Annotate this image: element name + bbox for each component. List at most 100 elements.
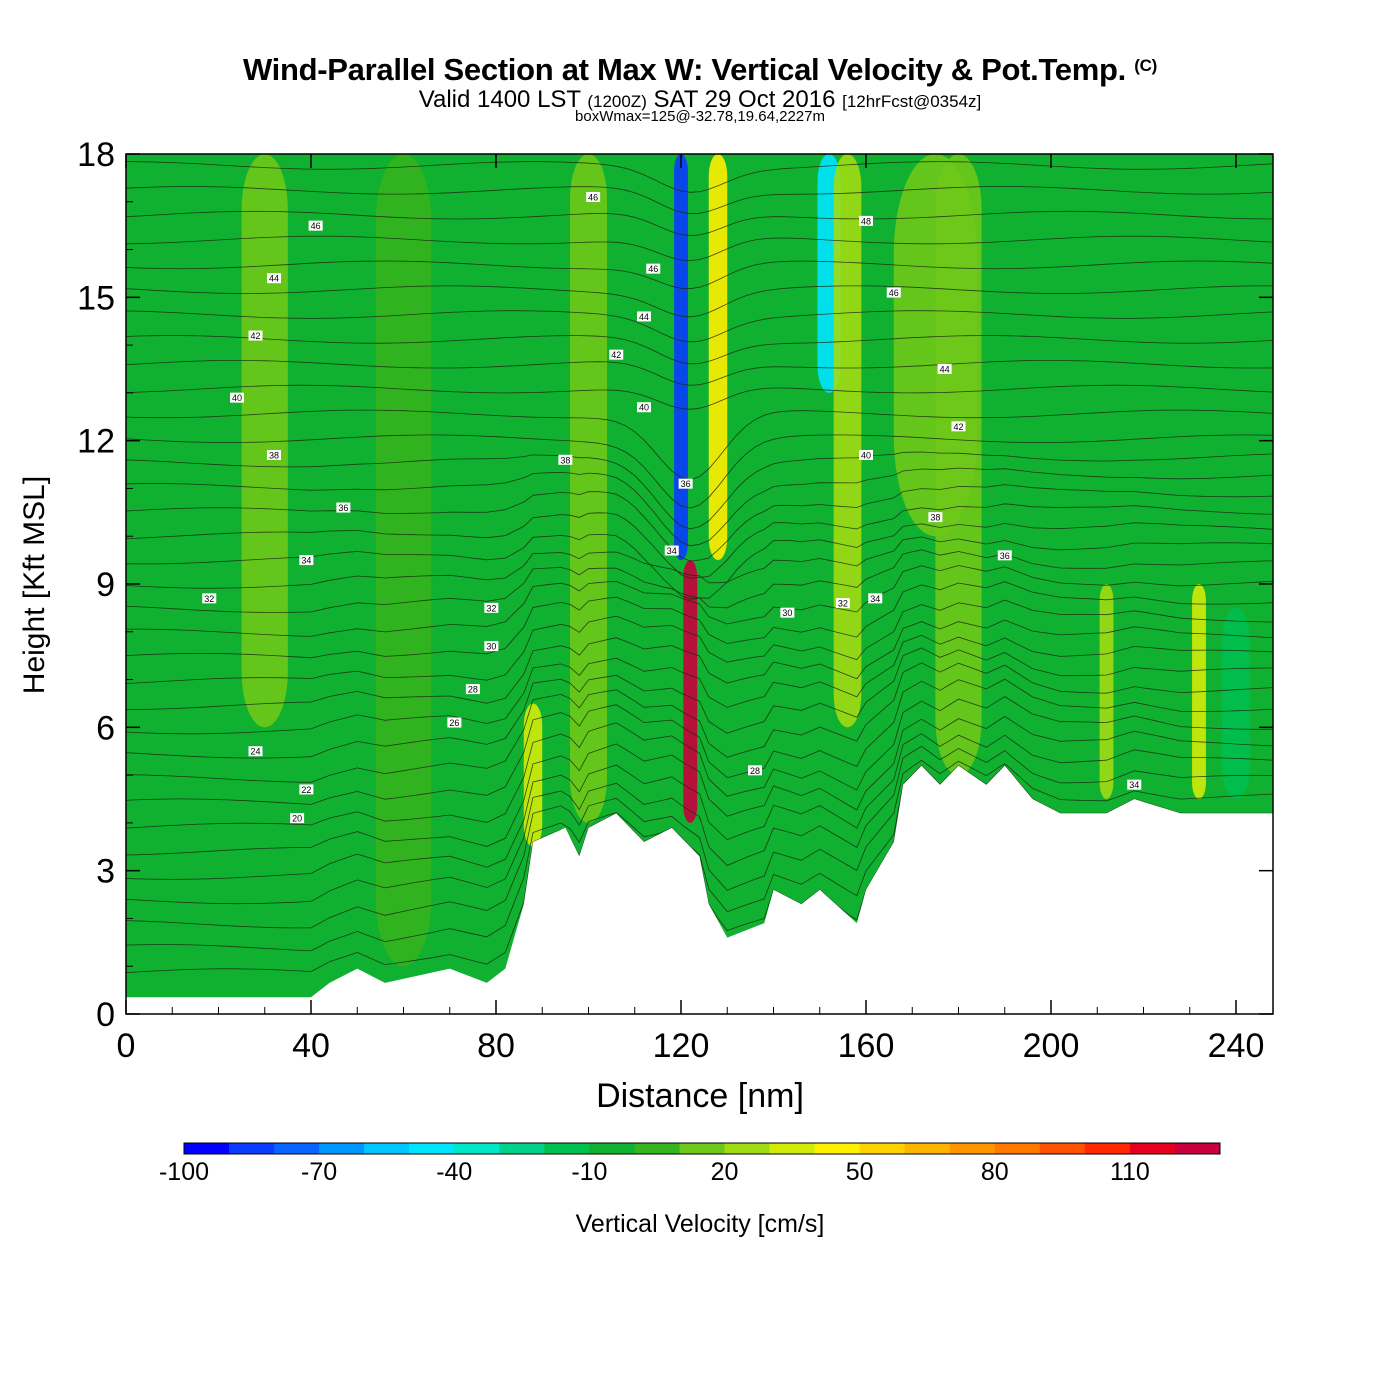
terrain-mask: [126, 765, 1273, 1014]
isentrope-16: [126, 536, 1273, 589]
isentrope-22: [126, 434, 1273, 509]
velocity-feature-13: [893, 154, 977, 537]
y-tick-label-0: 0: [96, 996, 115, 1034]
isentrope-31: [126, 210, 1273, 237]
isentrope-label-14: 20: [292, 814, 302, 824]
colorbar-swatch-9: [589, 1143, 635, 1154]
isentrope-2: [126, 759, 1273, 929]
colorbar-swatch-8: [544, 1143, 590, 1154]
colorbar-swatch-2: [274, 1143, 320, 1154]
velocity-feature-7: [1099, 584, 1114, 799]
colorbar-swatch-10: [634, 1143, 680, 1154]
isentrope-6: [126, 696, 1273, 829]
isentrope-label-31: 40: [861, 451, 871, 461]
isentrope-label-bg-1: [267, 273, 281, 284]
isentrope-label-bg-18: [609, 349, 624, 360]
velocity-feature-11: [570, 154, 607, 823]
isentrope-label-22: 34: [667, 546, 677, 556]
isentrope-label-5: 36: [338, 503, 348, 513]
isentrope-24: [126, 384, 1273, 410]
y-tick-label-6: 18: [77, 136, 115, 174]
isentrope-7: [126, 678, 1273, 805]
isentrope-label-bg-4: [267, 450, 281, 460]
isentrope-23: [126, 409, 1273, 481]
isentrope-label-bg-31: [859, 450, 873, 460]
colorbar-swatch-22: [1174, 1143, 1221, 1154]
isentrope-label-bg-34: [1127, 779, 1142, 790]
isentrope-label-13: 22: [301, 785, 311, 795]
colorbar-swatch-0: [184, 1143, 230, 1154]
chart-title: Wind-Parallel Section at Max W: Vertical…: [0, 52, 1400, 88]
isentrope-label-bg-10: [465, 684, 480, 695]
isentrope-label-bg-12: [248, 746, 263, 757]
isentrope-27: [126, 310, 1273, 343]
x-tick-label-3: 120: [653, 1027, 710, 1065]
isentrope-label-16: 46: [648, 264, 658, 274]
y-tick-label-4: 12: [77, 423, 115, 461]
isentrope-21: [126, 451, 1273, 530]
isentrope-28: [126, 285, 1273, 318]
x-tick-label-5: 200: [1023, 1027, 1080, 1065]
isentrope-label-bg-17: [637, 311, 651, 322]
colorbar-tick-label-7: 110: [1110, 1158, 1150, 1186]
velocity-feature-8: [1222, 607, 1250, 799]
valid-time: Valid 1400 LST: [418, 86, 581, 113]
isentrope-18: [126, 503, 1273, 579]
isentrope-label-bg-0: [308, 220, 323, 231]
isentrope-label-33: 36: [1000, 551, 1010, 561]
x-tick-label-2: 80: [477, 1027, 515, 1065]
isentrope-19: [126, 484, 1273, 562]
colorbar-swatch-15: [859, 1143, 906, 1154]
y-tick-label-5: 15: [77, 279, 115, 317]
colorbar-label: Vertical Velocity [cm/s]: [575, 1210, 825, 1238]
isentrope-label-27: 48: [861, 216, 871, 226]
isentrope-label-bg-9: [484, 641, 499, 652]
forecast-info: [12hrFcst@0354z]: [842, 92, 982, 111]
isentrope-label-15: 46: [588, 193, 598, 203]
y-tick-label-1: 3: [96, 853, 115, 891]
isentrope-label-bg-7: [202, 593, 217, 604]
box-wmax-info: boxWmax=125@-32.78,19.64,2227m: [575, 108, 825, 125]
x-tick-label-4: 160: [838, 1027, 895, 1065]
chart-title-text: Wind-Parallel Section at Max W: Vertical…: [243, 52, 1126, 87]
isentrope-label-1: 44: [269, 274, 279, 284]
velocity-feature-5: [523, 703, 543, 847]
x-tick-label-1: 40: [292, 1027, 330, 1065]
isentrope-label-bg-21: [678, 478, 693, 489]
isentrope-10: [126, 634, 1273, 735]
colorbar-swatch-17: [949, 1143, 996, 1154]
isentrope-label-12: 24: [250, 747, 260, 757]
isentrope-label-bg-2: [248, 330, 263, 341]
colorbar-frame: [183, 1142, 1221, 1155]
velocity-feature-2: [708, 154, 728, 561]
utc-time: (1200Z): [587, 92, 647, 111]
isentrope-label-8: 32: [486, 603, 496, 613]
isentrope-label-bg-27: [859, 215, 873, 226]
isentrope-label-25: 32: [838, 599, 848, 609]
colorbar-tick-label-0: -100: [159, 1158, 209, 1186]
isentrope-4: [126, 733, 1273, 880]
isentrope-label-6: 34: [301, 556, 311, 566]
isentrope-label-bg-25: [835, 598, 850, 609]
isentrope-label-2: 42: [250, 331, 260, 341]
colorbar-tick-label-4: 20: [711, 1158, 739, 1186]
isentrope-5: [126, 715, 1273, 856]
isentrope-label-bg-28: [886, 287, 901, 298]
isentrope-label-20: 38: [560, 455, 570, 465]
isentrope-label-bg-22: [664, 545, 679, 556]
isentrope-label-7: 32: [204, 594, 214, 604]
isentrope-label-bg-5: [336, 502, 351, 513]
isentrope-label-10: 28: [468, 685, 478, 695]
isentrope-label-bg-13: [299, 784, 314, 795]
isentrope-20: [126, 467, 1273, 547]
x-axis-label: Distance [nm]: [596, 1077, 804, 1115]
colorbar-swatch-12: [724, 1143, 771, 1154]
isentrope-label-29: 44: [940, 365, 950, 375]
colorbar-tick-label-5: 50: [846, 1158, 874, 1186]
isentrope-label-bg-23: [748, 765, 762, 776]
isentrope-label-bg-26: [868, 593, 883, 604]
isentrope-label-18: 42: [611, 350, 621, 360]
colorbar-swatch-11: [679, 1143, 726, 1154]
